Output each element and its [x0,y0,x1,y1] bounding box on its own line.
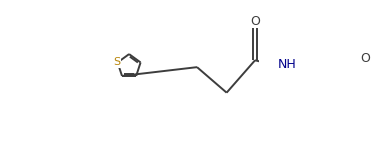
Text: O: O [250,15,260,27]
Text: S: S [113,57,120,67]
Text: NH: NH [278,58,296,71]
Text: O: O [361,52,370,65]
